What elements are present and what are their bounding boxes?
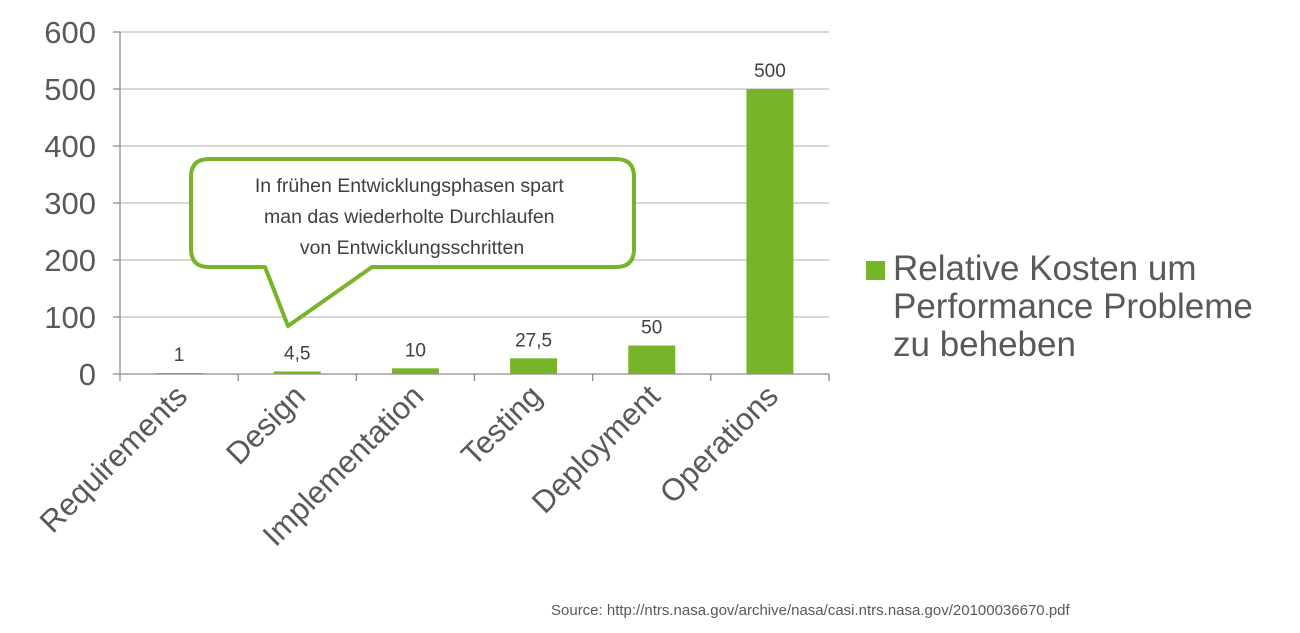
- bar-testing: [510, 358, 558, 374]
- bars: [155, 89, 794, 374]
- bar-operations: [746, 89, 794, 374]
- y-tick-label: 600: [44, 15, 96, 50]
- y-tick-label: 500: [44, 72, 96, 107]
- x-tick-label-deployment: Deployment: [525, 378, 667, 520]
- callout-bubble: [189, 157, 636, 328]
- data-label-testing: 27,5: [515, 330, 552, 351]
- data-label-requirements: 1: [174, 345, 185, 366]
- data-label-operations: 500: [754, 61, 786, 82]
- svg-text:In frühen Entwicklungsphasen s: In frühen Entwicklungsphasen spart man d…: [255, 175, 569, 259]
- callout-line-2: man das wiederholte Durchlaufen: [264, 206, 555, 228]
- y-axis: 0 100 200 300 400 500 600: [44, 15, 121, 392]
- x-tick-label-design: Design: [219, 378, 312, 471]
- annotation-callout: In frühen Entwicklungsphasen spart man d…: [189, 157, 636, 328]
- callout-line-1: In frühen Entwicklungsphasen spart: [255, 175, 565, 197]
- bar-implementation: [391, 368, 439, 374]
- y-tick-label: 100: [44, 300, 96, 335]
- y-tick-label: 300: [44, 186, 96, 221]
- x-tick-label-testing: Testing: [454, 378, 548, 472]
- bar-requirements: [155, 373, 203, 374]
- y-tick-label: 0: [79, 357, 96, 392]
- y-tick-label: 200: [44, 243, 96, 278]
- data-label-design: 4,5: [284, 343, 310, 364]
- x-tick-label-requirements: Requirements: [33, 378, 194, 539]
- x-tick-label-operations: Operations: [653, 378, 785, 510]
- bar-design: [273, 371, 321, 374]
- source-note: Source: http://ntrs.nasa.gov/archive/nas…: [551, 602, 1070, 619]
- legend-swatch: [866, 261, 885, 280]
- data-labels: 1 4,5 10 27,5 50 500: [174, 61, 786, 366]
- y-tick-label: 400: [44, 129, 96, 164]
- data-label-deployment: 50: [641, 318, 662, 339]
- callout-line-3: von Entwicklungsschritten: [300, 237, 524, 259]
- legend-label: Relative Kosten um Performance Probleme …: [893, 249, 1253, 364]
- data-label-implementation: 10: [405, 340, 426, 361]
- bar-deployment: [628, 345, 676, 374]
